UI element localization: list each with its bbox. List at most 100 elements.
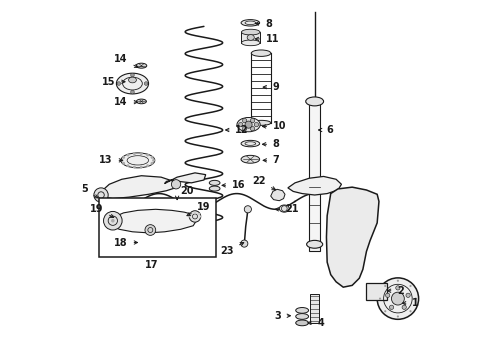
Circle shape [415,297,417,300]
Circle shape [145,225,156,235]
Polygon shape [107,209,197,233]
Circle shape [131,73,134,77]
Text: 6: 6 [326,125,333,135]
Bar [309,102,320,251]
Circle shape [199,215,202,217]
Circle shape [396,286,400,290]
Circle shape [245,121,252,128]
Polygon shape [288,176,342,195]
Circle shape [379,297,381,300]
Circle shape [188,215,190,217]
Circle shape [133,152,136,155]
Circle shape [144,82,148,85]
Bar [310,294,319,323]
Text: 4: 4 [318,318,324,328]
Circle shape [122,156,125,159]
Ellipse shape [241,140,260,147]
Circle shape [172,180,181,189]
Ellipse shape [247,35,254,40]
Ellipse shape [242,29,260,35]
Circle shape [103,211,122,230]
Text: 5: 5 [81,184,88,194]
Text: 7: 7 [273,156,280,165]
Text: 20: 20 [181,186,194,196]
Circle shape [402,305,406,309]
Ellipse shape [279,205,289,212]
Text: 22: 22 [252,176,266,186]
Ellipse shape [242,40,260,46]
Text: 10: 10 [273,121,286,131]
Ellipse shape [306,97,323,106]
Circle shape [122,162,125,165]
Ellipse shape [241,19,260,26]
Circle shape [189,211,201,222]
Ellipse shape [251,50,271,57]
Ellipse shape [209,186,220,191]
Circle shape [250,118,255,123]
Circle shape [386,293,390,297]
Circle shape [126,154,129,157]
Text: 19: 19 [197,202,211,212]
Circle shape [140,152,143,155]
Ellipse shape [117,73,148,94]
Circle shape [190,213,192,215]
Text: 14: 14 [114,54,128,64]
Circle shape [243,118,247,123]
Circle shape [397,315,399,318]
Text: 3: 3 [275,311,281,321]
Text: 8: 8 [266,18,272,28]
Bar [242,32,260,43]
Circle shape [150,156,153,159]
Text: 14: 14 [114,97,128,107]
Text: 19: 19 [90,204,103,214]
Circle shape [254,122,259,127]
Text: 9: 9 [273,82,280,92]
Bar [98,198,217,257]
Circle shape [131,90,134,94]
Text: 18: 18 [114,238,128,248]
Circle shape [384,310,386,312]
Circle shape [250,126,255,131]
Circle shape [121,159,123,162]
Polygon shape [165,173,206,184]
Bar [367,283,387,300]
Text: 15: 15 [102,77,115,87]
Ellipse shape [296,320,309,326]
Text: 12: 12 [235,125,249,135]
Circle shape [406,293,410,297]
Circle shape [384,285,386,287]
Ellipse shape [121,153,155,168]
Ellipse shape [296,314,309,319]
Text: 21: 21 [285,204,298,214]
Ellipse shape [209,180,220,185]
Ellipse shape [136,99,147,104]
Text: 13: 13 [99,156,113,165]
Circle shape [146,154,149,157]
Circle shape [245,206,251,213]
Circle shape [377,278,418,319]
Circle shape [150,162,153,165]
Circle shape [397,280,399,282]
Text: 16: 16 [232,180,245,190]
Text: 1: 1 [412,298,419,308]
Circle shape [390,305,394,309]
Circle shape [392,292,404,305]
Circle shape [198,213,200,215]
Ellipse shape [251,120,271,125]
Ellipse shape [241,156,260,163]
Ellipse shape [136,63,147,68]
Circle shape [194,212,196,214]
Circle shape [133,166,136,168]
Circle shape [241,240,248,247]
Circle shape [146,164,149,167]
Text: 2: 2 [397,286,404,296]
Ellipse shape [128,77,136,83]
Circle shape [117,82,121,85]
Text: 11: 11 [266,34,279,44]
Polygon shape [326,187,379,287]
Circle shape [94,188,108,202]
Ellipse shape [237,117,260,132]
Circle shape [239,122,243,127]
Circle shape [152,159,155,162]
Circle shape [410,310,412,312]
